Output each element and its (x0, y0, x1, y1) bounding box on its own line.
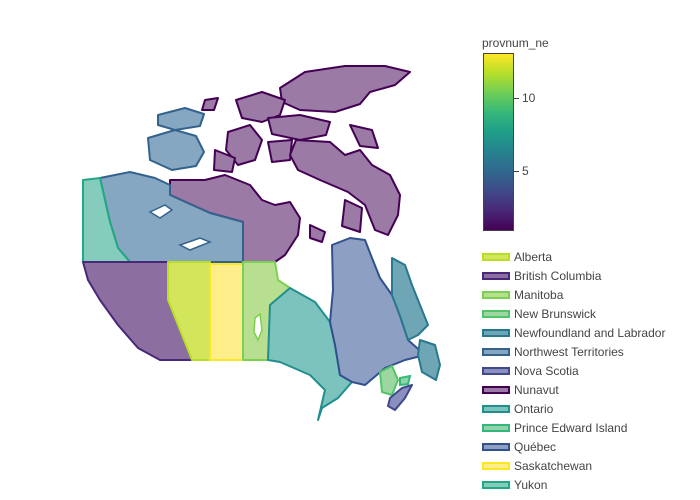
legend-swatch (482, 405, 510, 413)
legend-swatch (482, 424, 510, 432)
legend-item[interactable]: Ontario (482, 402, 682, 421)
legend-label: Nova Scotia (514, 364, 579, 378)
legend-label: Saskatchewan (514, 459, 593, 473)
legend-swatch (482, 291, 510, 299)
colorbar-tick-label: 10 (522, 91, 536, 105)
legend-item[interactable]: British Columbia (482, 269, 682, 288)
legend-label: British Columbia (514, 269, 602, 283)
colorbar-tick (514, 98, 519, 99)
legend-item[interactable]: Québec (482, 440, 682, 459)
legend-item[interactable]: Yukon (482, 478, 682, 497)
legend-item[interactable]: New Brunswick (482, 307, 682, 326)
lakes (148, 204, 213, 251)
legend-item[interactable]: Nunavut (482, 383, 682, 402)
region-new-brunswick (379, 365, 399, 396)
legend-label: Nunavut (514, 383, 559, 397)
legend-label: Manitoba (514, 288, 564, 302)
legend-swatch (482, 443, 510, 451)
colorbar-tick-label: 5 (522, 164, 529, 179)
legend-swatch (482, 386, 510, 394)
legend-label: Yukon (514, 478, 548, 492)
region-quebec (329, 237, 426, 386)
colorbar-title: provnum_ne (482, 36, 549, 50)
legend-label: Ontario (514, 402, 554, 416)
region-alberta (167, 261, 211, 361)
legend-label: Northwest Territories (514, 345, 624, 359)
legend-swatch (482, 253, 510, 261)
legend-swatch (482, 481, 510, 489)
region-nova-scotia (387, 384, 413, 411)
legend-item[interactable]: Newfoundland and Labrador (482, 326, 682, 345)
legend-item[interactable]: Alberta (482, 250, 682, 269)
legend-swatch (482, 367, 510, 375)
region-northwest-territories (99, 107, 244, 263)
legend-item[interactable]: Northwest Territories (482, 345, 682, 364)
region-nunavut (169, 65, 411, 263)
region-newfoundland-and-labrador (391, 257, 441, 381)
legend-item[interactable]: Saskatchewan (482, 459, 682, 478)
lake-winnipeg (253, 312, 263, 342)
legend-item[interactable]: Nova Scotia (482, 364, 682, 383)
legend-swatch (482, 329, 510, 337)
legend-swatch (482, 310, 510, 318)
legend-swatch (482, 462, 510, 470)
legend-label: Alberta (514, 250, 553, 264)
colorbar (483, 53, 514, 231)
legend-label: New Brunswick (514, 307, 597, 321)
legend-swatch (482, 272, 510, 280)
legend-label: Newfoundland and Labrador (514, 326, 666, 340)
colorbar-tick (514, 171, 519, 173)
legend-label: Québec (514, 440, 557, 454)
region-saskatchewan (209, 263, 244, 361)
legend-item[interactable]: Prince Edward Island (482, 421, 682, 440)
legend-swatch (482, 348, 510, 356)
region-prince-edward-island (399, 374, 412, 387)
legend-item[interactable]: Manitoba (482, 288, 682, 307)
legend-label: Prince Edward Island (514, 421, 628, 435)
